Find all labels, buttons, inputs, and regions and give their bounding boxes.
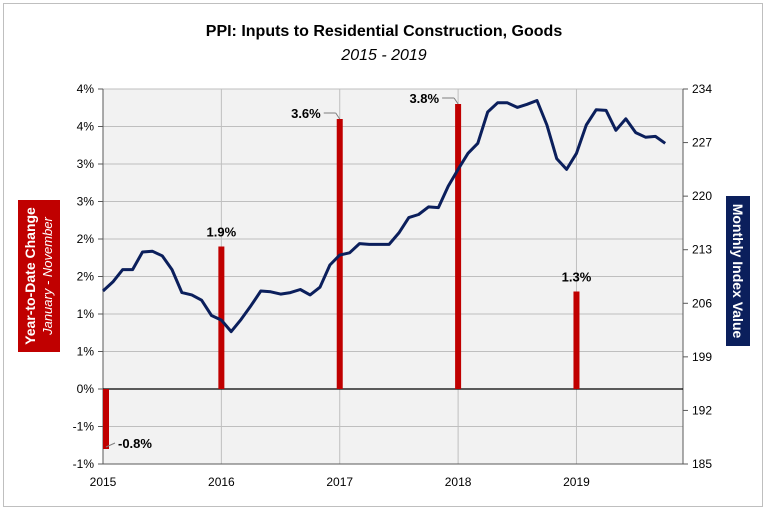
x-tick-label: 2019 — [563, 475, 590, 489]
left-tick-label: 4% — [77, 82, 95, 96]
left-tick-label: -1% — [73, 457, 95, 471]
right-tick-label: 185 — [692, 457, 712, 471]
ytd-bar — [573, 291, 580, 389]
right-tick-label: 227 — [692, 136, 712, 150]
ytd-bar — [218, 246, 225, 389]
bar-data-label: 1.9% — [207, 225, 237, 240]
ytd-bar — [103, 389, 109, 449]
left-tick-label: 2% — [77, 270, 95, 284]
x-tick-label: 2015 — [90, 475, 117, 489]
right-tick-label: 206 — [692, 296, 712, 310]
x-tick-label: 2016 — [208, 475, 235, 489]
bar-data-label: 3.8% — [409, 91, 439, 106]
left-tick-label: 4% — [77, 120, 95, 134]
ytd-bar — [455, 104, 462, 389]
leader-line — [335, 112, 341, 120]
left-axis-label-box: Year-to-Date Change January - November — [18, 200, 60, 352]
right-tick-label: 213 — [692, 243, 712, 257]
leader-line — [105, 442, 116, 448]
chart-title: PPI: Inputs to Residential Construction,… — [205, 23, 563, 40]
left-tick-label: 3% — [77, 157, 95, 171]
bar-data-label: 3.6% — [291, 106, 321, 121]
leader-line — [453, 97, 459, 105]
x-tick-label: 2018 — [445, 475, 472, 489]
bar-data-label: -0.8% — [118, 436, 152, 451]
x-tick-label: 2017 — [326, 475, 353, 489]
right-tick-label: 199 — [692, 350, 712, 364]
chart-subtitle: 2015 - 2019 — [341, 47, 427, 64]
monthly-index-line — [101, 99, 667, 334]
right-tick-label: 220 — [692, 189, 712, 203]
right-axis-label-box: Monthly Index Value — [726, 196, 750, 346]
left-tick-label: -1% — [73, 420, 95, 434]
left-tick-label: 1% — [77, 307, 95, 321]
left-tick-label: 1% — [77, 345, 95, 359]
bar-data-label: 1.3% — [562, 270, 592, 285]
left-tick-label: 3% — [77, 195, 95, 209]
right-tick-label: 192 — [692, 403, 712, 417]
right-tick-label: 234 — [692, 82, 712, 96]
left-tick-label: 0% — [77, 382, 95, 396]
left-tick-label: 2% — [77, 232, 95, 246]
